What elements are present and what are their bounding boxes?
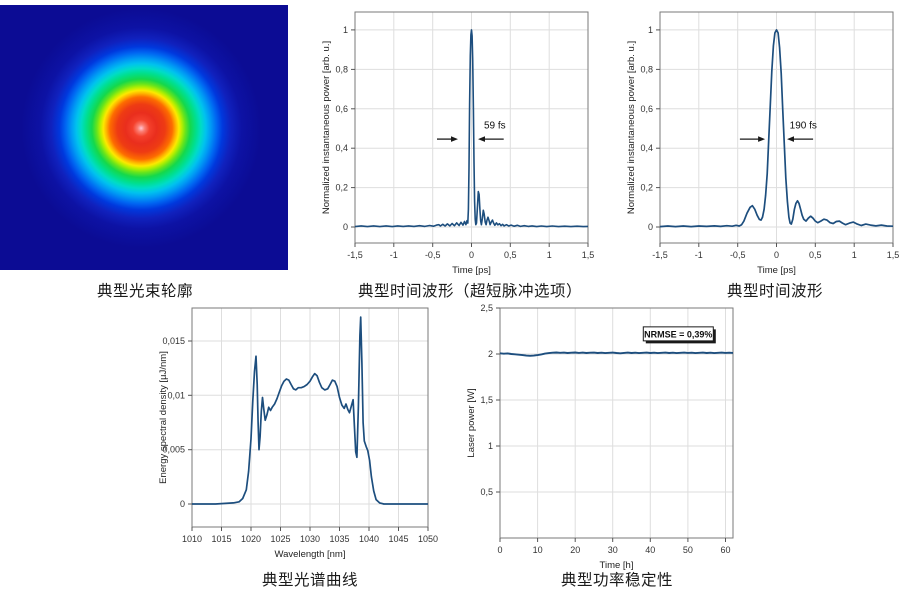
svg-text:20: 20 (570, 545, 580, 555)
svg-text:1040: 1040 (359, 534, 379, 544)
chart-temporal-ultrashort: -1,5 -1 -0,5 0 0,5 1 1,5 0 0,2 0,4 0,6 0,8 1 Time [ps… (321, 11, 595, 276)
svg-text:0,2: 0,2 (335, 183, 348, 193)
svg-text:0,5: 0,5 (480, 487, 493, 497)
svg-text:-0,5: -0,5 (730, 250, 746, 260)
svg-text:Normalized instantaneous power: Normalized instantaneous power [arb. u.] (321, 41, 332, 214)
svg-text:0,8: 0,8 (335, 64, 348, 74)
svg-text:10: 10 (533, 545, 543, 555)
svg-text:30: 30 (608, 545, 618, 555)
beam-profile-caption: 典型光束轮廓 (96, 283, 193, 300)
svg-text:59 fs: 59 fs (484, 121, 506, 132)
svg-text:1025: 1025 (270, 534, 290, 544)
svg-text:40: 40 (645, 545, 655, 555)
chart-power-stability: 0 10 20 30 40 50 60 0,5 1 1,5 2 2,5 Time [h] Laser po… (466, 303, 734, 571)
svg-text:190 fs: 190 fs (790, 121, 817, 132)
svg-text:NRMSE = 0,39%: NRMSE = 0,39% (644, 329, 712, 339)
svg-text:1010: 1010 (182, 534, 202, 544)
svg-text:Time [ps]: Time [ps] (757, 265, 796, 276)
chart-spectrum-caption: 典型光谱曲线 (261, 572, 358, 589)
svg-text:0,5: 0,5 (809, 250, 822, 260)
chart-temporal-caption: 典型时间波形 (726, 283, 823, 300)
chart-power-stability-caption: 典型功率稳定性 (560, 572, 673, 589)
svg-text:Time [ps]: Time [ps] (452, 265, 491, 276)
beam-profile-image (0, 5, 288, 270)
svg-text:0,8: 0,8 (640, 64, 653, 74)
svg-text:-1,5: -1,5 (652, 250, 668, 260)
svg-text:-1: -1 (695, 250, 703, 260)
chart-temporal-ultrashort-caption: 典型时间波形（超短脉冲选项） (357, 283, 582, 300)
svg-text:1: 1 (852, 250, 857, 260)
svg-text:0: 0 (469, 250, 474, 260)
svg-text:Normalized instantaneous power: Normalized instantaneous power [arb. u.] (626, 41, 637, 214)
svg-text:1050: 1050 (418, 534, 438, 544)
svg-text:1: 1 (648, 25, 653, 35)
svg-text:Wavelength [nm]: Wavelength [nm] (275, 549, 346, 560)
chart-temporal: -1,5 -1 -0,5 0 0,5 1 1,5 0 0,2 0,4 0,6 0,8 1 Time [ps… (626, 11, 900, 276)
svg-text:2,5: 2,5 (480, 303, 493, 313)
svg-text:0: 0 (180, 499, 185, 509)
svg-text:1: 1 (488, 441, 493, 451)
svg-text:0,4: 0,4 (335, 143, 348, 153)
svg-text:1: 1 (343, 25, 348, 35)
svg-text:0: 0 (648, 222, 653, 232)
svg-text:-1,5: -1,5 (347, 250, 363, 260)
svg-text:1015: 1015 (211, 534, 231, 544)
svg-text:1030: 1030 (300, 534, 320, 544)
chart-spectrum: 1010 1015 1020 1025 1030 1035 1040 1045 1050 0 0,0… (158, 307, 438, 560)
svg-text:1,5: 1,5 (582, 250, 595, 260)
svg-text:1,5: 1,5 (887, 250, 900, 260)
svg-text:1020: 1020 (241, 534, 261, 544)
svg-text:2: 2 (488, 349, 493, 359)
svg-text:0,01: 0,01 (167, 390, 185, 400)
svg-text:0: 0 (343, 222, 348, 232)
svg-text:0: 0 (774, 250, 779, 260)
svg-text:60: 60 (720, 545, 730, 555)
svg-text:0,5: 0,5 (504, 250, 517, 260)
svg-text:0,005: 0,005 (162, 445, 185, 455)
svg-text:-1: -1 (390, 250, 398, 260)
svg-text:50: 50 (683, 545, 693, 555)
svg-text:0: 0 (497, 545, 502, 555)
svg-text:0,4: 0,4 (640, 143, 653, 153)
svg-text:Time [h]: Time [h] (600, 560, 634, 571)
svg-text:Energy spectral density [µJ/nm: Energy spectral density [µJ/nm] (158, 351, 169, 484)
svg-text:0,2: 0,2 (640, 183, 653, 193)
svg-text:0,6: 0,6 (640, 104, 653, 114)
svg-text:0,6: 0,6 (335, 104, 348, 114)
svg-text:1045: 1045 (388, 534, 408, 544)
svg-text:1,5: 1,5 (480, 395, 493, 405)
svg-text:0,015: 0,015 (162, 336, 185, 346)
svg-text:Laser power [W]: Laser power [W] (466, 388, 477, 457)
svg-text:1: 1 (547, 250, 552, 260)
svg-text:1035: 1035 (329, 534, 349, 544)
svg-text:-0,5: -0,5 (425, 250, 441, 260)
